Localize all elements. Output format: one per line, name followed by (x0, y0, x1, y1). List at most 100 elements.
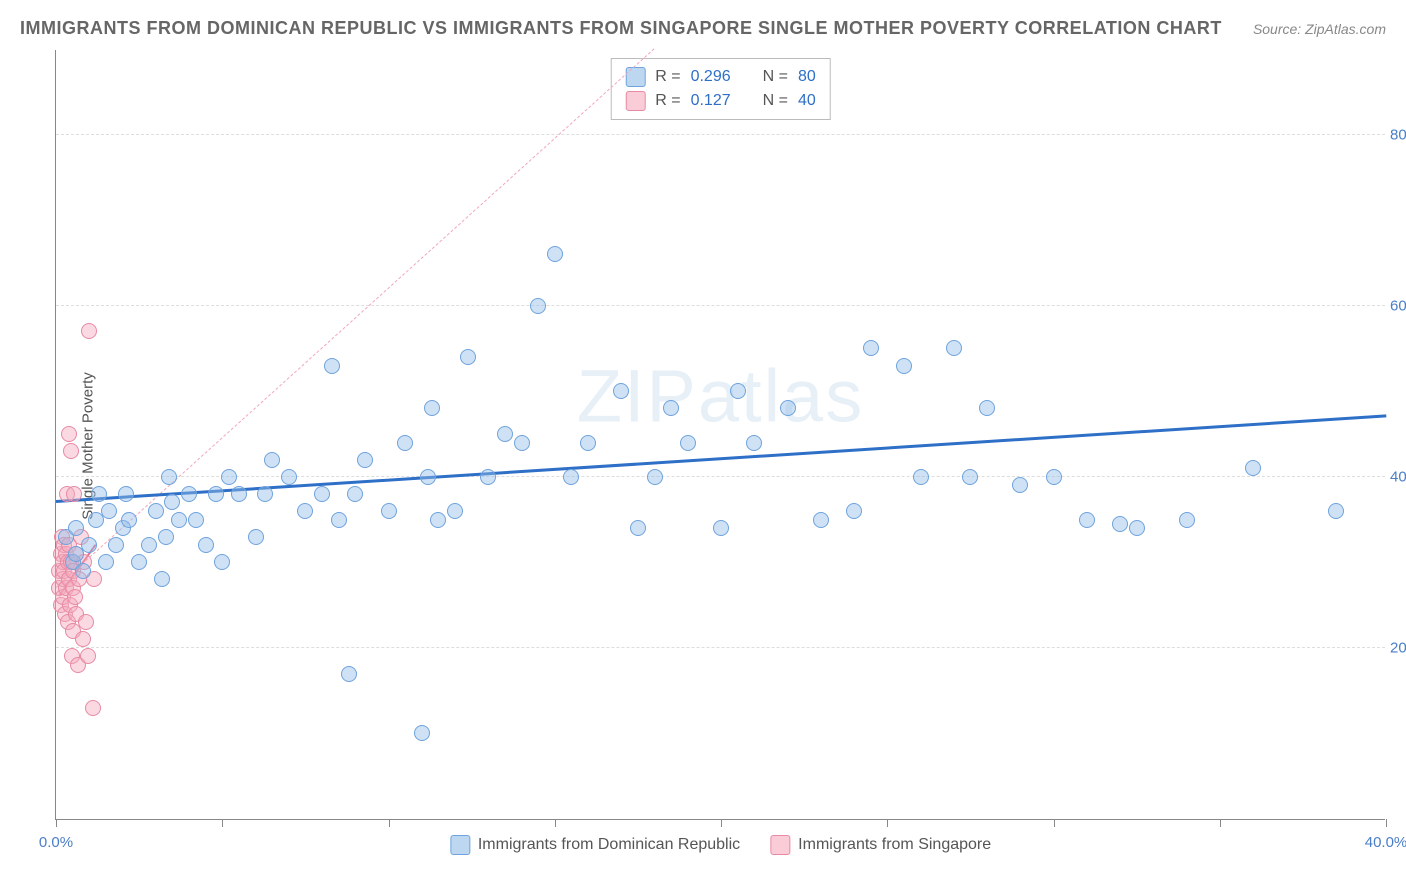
point-singapore (81, 323, 97, 339)
point-dominican (1328, 503, 1344, 519)
series-legend-label: Immigrants from Singapore (798, 836, 991, 854)
point-dominican (188, 512, 204, 528)
series-legend-item: Immigrants from Dominican Republic (450, 835, 740, 855)
point-dominican (563, 469, 579, 485)
point-dominican (397, 435, 413, 451)
point-dominican (68, 520, 84, 536)
series-legend-label: Immigrants from Dominican Republic (478, 836, 740, 854)
xtick (222, 819, 223, 827)
point-dominican (75, 563, 91, 579)
point-dominican (746, 435, 762, 451)
point-dominican (171, 512, 187, 528)
point-dominican (1179, 512, 1195, 528)
point-dominican (248, 529, 264, 545)
point-dominican (81, 537, 97, 553)
point-dominican (979, 400, 995, 416)
point-dominican (101, 503, 117, 519)
point-dominican (424, 400, 440, 416)
point-dominican (121, 512, 137, 528)
legend-swatch (450, 835, 470, 855)
point-dominican (281, 469, 297, 485)
chart-title: IMMIGRANTS FROM DOMINICAN REPUBLIC VS IM… (20, 18, 1222, 39)
legend-n-label: N = (763, 92, 788, 110)
trendline-singapore-dashed (56, 48, 655, 588)
gridline (56, 476, 1385, 477)
xtick (721, 819, 722, 827)
point-dominican (713, 520, 729, 536)
point-singapore (85, 700, 101, 716)
point-dominican (154, 571, 170, 587)
point-dominican (420, 469, 436, 485)
point-dominican (913, 469, 929, 485)
point-dominican (297, 503, 313, 519)
point-dominican (131, 554, 147, 570)
point-dominican (141, 537, 157, 553)
legend-r-label: R = (655, 68, 680, 86)
point-dominican (381, 503, 397, 519)
correlation-legend: R =0.296N =80R =0.127N =40 (610, 58, 831, 120)
point-singapore (61, 426, 77, 442)
point-dominican (148, 503, 164, 519)
point-singapore (66, 486, 82, 502)
point-dominican (324, 358, 340, 374)
legend-row: R =0.296N =80 (625, 65, 816, 89)
point-dominican (497, 426, 513, 442)
point-dominican (161, 469, 177, 485)
gridline (56, 305, 1385, 306)
point-dominican (896, 358, 912, 374)
xtick (1386, 819, 1387, 827)
ytick-label: 20.0% (1390, 639, 1406, 656)
legend-r-value: 0.127 (691, 92, 731, 110)
legend-r-label: R = (655, 92, 680, 110)
point-dominican (730, 383, 746, 399)
point-dominican (846, 503, 862, 519)
point-dominican (314, 486, 330, 502)
point-dominican (1046, 469, 1062, 485)
point-dominican (680, 435, 696, 451)
point-dominican (663, 400, 679, 416)
legend-swatch (625, 91, 645, 111)
ytick-label: 60.0% (1390, 297, 1406, 314)
point-dominican (414, 725, 430, 741)
point-dominican (962, 469, 978, 485)
chart-container: IMMIGRANTS FROM DOMINICAN REPUBLIC VS IM… (0, 0, 1406, 892)
point-dominican (221, 469, 237, 485)
point-dominican (863, 340, 879, 356)
point-dominican (1012, 477, 1028, 493)
point-dominican (91, 486, 107, 502)
point-dominican (460, 349, 476, 365)
series-legend-item: Immigrants from Singapore (770, 835, 991, 855)
point-dominican (780, 400, 796, 416)
point-dominican (164, 494, 180, 510)
point-dominican (447, 503, 463, 519)
point-dominican (214, 554, 230, 570)
ytick-label: 80.0% (1390, 126, 1406, 143)
point-singapore (63, 443, 79, 459)
point-dominican (647, 469, 663, 485)
legend-n-value: 80 (798, 68, 816, 86)
xtick (887, 819, 888, 827)
point-singapore (78, 614, 94, 630)
series-legend: Immigrants from Dominican Republic Immigr… (450, 835, 991, 855)
point-dominican (514, 435, 530, 451)
point-singapore (75, 631, 91, 647)
point-dominican (231, 486, 247, 502)
point-dominican (946, 340, 962, 356)
point-dominican (357, 452, 373, 468)
gridline (56, 647, 1385, 648)
legend-n-label: N = (763, 68, 788, 86)
point-dominican (98, 554, 114, 570)
point-dominican (1079, 512, 1095, 528)
point-dominican (198, 537, 214, 553)
point-singapore (80, 648, 96, 664)
point-dominican (181, 486, 197, 502)
point-dominican (480, 469, 496, 485)
point-dominican (118, 486, 134, 502)
point-dominican (1245, 460, 1261, 476)
legend-swatch (770, 835, 790, 855)
point-dominican (331, 512, 347, 528)
xtick-label: 40.0% (1365, 834, 1406, 851)
point-dominican (158, 529, 174, 545)
point-dominican (1112, 516, 1128, 532)
point-dominican (257, 486, 273, 502)
